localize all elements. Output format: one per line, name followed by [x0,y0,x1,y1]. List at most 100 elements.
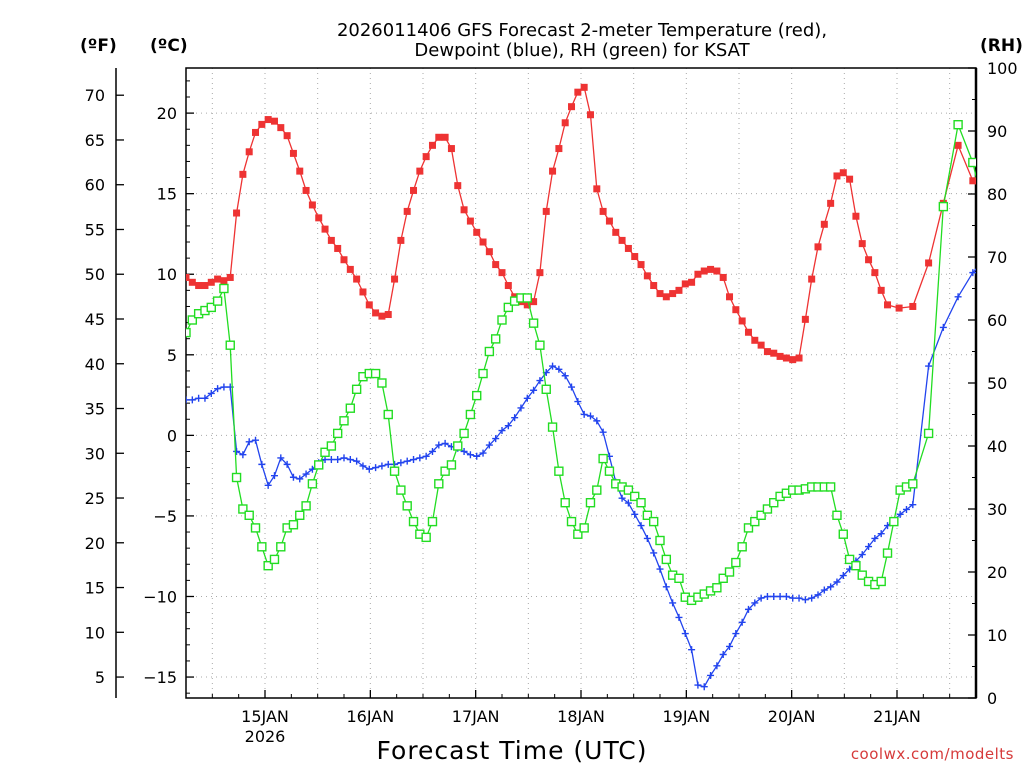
rh-point [186,327,191,338]
dewpoint-point [902,505,910,513]
rh-point [434,479,444,489]
temp-point [726,293,734,301]
dewpoint-point [681,630,689,638]
temp-point [865,256,873,264]
dewpoint-point [555,365,563,373]
dewpoint-point [435,441,443,449]
rh-point [541,384,551,394]
dewpoint-point [517,404,525,412]
celsius-unit-label: (ºC) [150,36,188,56]
temp-point [732,306,740,314]
x-axis-title: Forecast Time (UTC) [377,736,648,765]
dewpoint-point [865,543,873,551]
temp-point [954,141,962,149]
dewpoint-point [384,460,392,468]
temp-point [283,132,291,140]
rh-point [661,554,672,565]
dewpoint-point [618,494,626,502]
dewpoint-point [473,452,481,460]
dewpoint-point [586,412,594,420]
temp-point [795,354,803,362]
rh-point [351,384,362,394]
credit-label: coolwx.com/modelts [851,745,1014,763]
dewpoint-point [732,630,740,638]
dewpoint-point [296,475,304,483]
dewpoint-point [896,510,904,518]
temp-point [308,201,316,209]
dewpoint-point [233,447,241,455]
dewpoint-point [403,457,411,465]
rh-tick-label: 70 [987,248,1007,267]
rh-point [389,466,400,476]
dewpoint-point [245,438,253,446]
temp-point [713,267,721,275]
temp-point [650,282,658,290]
rh-point [547,422,558,432]
temp-point [763,348,771,356]
temp-point [447,145,455,153]
dewpoint-line [186,268,976,688]
rh-point [623,485,634,495]
temp-point [738,317,746,325]
dewpoint-point [770,592,778,600]
dewpoint-point [650,549,658,557]
dewpoint-point [599,428,607,436]
temp-point [925,259,933,267]
temp-point [270,117,278,125]
fahrenheit-tick-label: 10 [85,623,105,642]
rh-point [560,498,570,508]
temp-point [549,167,557,175]
temp-point [466,217,474,225]
rh-point [712,583,722,593]
series-layer [186,83,976,691]
temp-point [359,288,367,296]
temp-point [782,354,790,362]
rh-point [882,548,893,558]
rh-point [383,409,393,420]
rh-tick-label: 90 [987,122,1007,141]
temp-point [895,304,903,312]
temp-point [662,293,670,301]
rh-tick-label: 0 [987,689,997,708]
dewpoint-point [195,394,203,402]
temp-point [428,141,436,149]
fahrenheit-axis: 5 10 15 20 25 30 35 40 45 50 55 60 65 70 [85,86,124,687]
rh-point [326,441,337,451]
dewpoint-point [504,422,512,430]
temp-point [707,265,715,273]
dewpoint-point [378,462,386,470]
dewpoint-point [744,605,752,613]
rh-tick-label: 20 [987,563,1007,582]
rh-point [301,501,311,511]
dewpoint-point [511,414,519,422]
dewpoint-point [713,662,721,670]
fahrenheit-tick-label: 25 [85,489,105,508]
dewpoint-point [365,465,373,473]
celsius-tick-label: 0 [167,426,177,445]
dewpoint-point [871,534,879,542]
temp-point [656,290,664,298]
temp-point [801,315,809,323]
rh-point [206,302,216,313]
temp-point [321,225,329,233]
temp-point [814,243,822,251]
dewpoint-point [801,596,809,604]
dewpoint-point [416,454,424,462]
rh-point [630,491,640,502]
temp-point [561,119,569,127]
temp-point [827,199,835,207]
dewpoint-point [738,618,746,626]
rh-point [889,516,899,527]
dewpoint-point [441,439,449,447]
temp-point [580,83,588,91]
rh-point [446,460,457,470]
rh-point [566,516,577,527]
dewpoint-point [789,594,797,602]
rh-point [231,472,242,483]
temp-point [618,236,626,244]
temp-point [593,185,601,193]
temp-point [245,148,253,156]
rh-point [923,428,934,439]
temp-line [186,86,976,361]
